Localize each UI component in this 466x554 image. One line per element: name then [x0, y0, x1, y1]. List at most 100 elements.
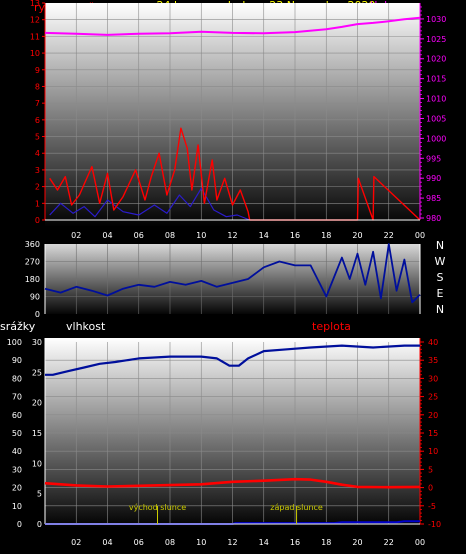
rain-tick-label: 80: [12, 374, 22, 383]
x-tick-label: 18: [321, 538, 331, 547]
wind-tick-label: 10: [30, 49, 40, 58]
x-tick-label: 22: [384, 538, 394, 547]
direction-tick-label: 0: [35, 310, 40, 319]
direction-series: [44, 243, 421, 304]
humidity-axis-ticks: 0 5 10 15 20 25 30: [32, 338, 46, 529]
rain-tick-label: 100: [7, 338, 22, 347]
pressure-tick-label: 1025: [426, 35, 446, 44]
temperature-tick-label: 15: [428, 429, 438, 438]
x-tick-label: 08: [165, 538, 175, 547]
x-tick-label: 02: [71, 231, 81, 240]
pressure-tick-label: 1010: [426, 95, 446, 104]
humidity-line: [45, 344, 420, 376]
rain-tick-label: 60: [12, 411, 22, 420]
x-tick-label: 20: [352, 538, 362, 547]
sun-annotations: východ slunce západ slunce: [129, 503, 323, 524]
x-tick-label: 12: [227, 231, 237, 240]
temperature-tick-label: 10: [428, 447, 438, 456]
x-tick-label: 00: [415, 231, 425, 240]
wind-tick-label: 4: [35, 149, 40, 158]
temperature-tick-label: 0: [428, 484, 433, 493]
humidity-tick-label: 30: [32, 338, 42, 347]
rain-tick-label: 10: [12, 502, 22, 511]
x-tick-label: 06: [134, 231, 144, 240]
wind-tick-label: 3: [35, 166, 40, 175]
x-tick-label: 22: [384, 231, 394, 240]
humidity-tick-label: 0: [37, 520, 42, 529]
compass-label: E: [437, 287, 444, 300]
temperature-axis-ticks: -10 -5 0 5 10 15 20 25 30 35 40: [419, 338, 441, 529]
x-tick-label: 20: [352, 231, 362, 240]
wind-tick-label: 1: [35, 199, 40, 208]
wind-tick-label: 9: [35, 66, 40, 75]
wind-x-ticks: 02 04 06 08 10 12 14 16 18 20 22 00: [71, 231, 425, 240]
pressure-tick-label: 990: [426, 174, 441, 183]
pressure-tick-label: 1020: [426, 55, 446, 64]
pressure-axis-ticks: 980 985 990 995 1000 1005 1010 1015 1020 1025 1030: [419, 3, 446, 223]
pressure-tick-label: 1000: [426, 134, 446, 143]
wind-pressure-series: [44, 16, 421, 221]
direction-tick-label: 270: [25, 258, 40, 267]
x-tick-label: 10: [196, 231, 206, 240]
direction-tick-label: 90: [30, 293, 40, 302]
rain-tick-label: 90: [12, 356, 22, 365]
pressure-tick-label: 985: [426, 194, 441, 203]
rain-tick-label: 50: [12, 429, 22, 438]
temperature-tick-label: -10: [428, 520, 441, 529]
wind-tick-label: 2: [35, 183, 40, 192]
rain-tick-label: 30: [12, 465, 22, 474]
pressure-tick-label: 995: [426, 154, 441, 163]
x-tick-label: 18: [321, 231, 331, 240]
sun-annotation-label: západ slunce: [270, 503, 323, 512]
humidity-tick-label: 20: [32, 399, 42, 408]
compass-label: N: [436, 303, 444, 316]
pressure-line: [44, 16, 421, 36]
wind-tick-label: 5: [35, 133, 40, 142]
humidity-tick-label: 5: [37, 490, 42, 499]
temperature-tick-label: 30: [428, 374, 438, 383]
sun-annotation-label: východ slunce: [129, 503, 186, 512]
bottom-panel-grid: [45, 342, 421, 524]
pressure-tick-label: 1030: [426, 15, 446, 24]
compass-label: W: [435, 255, 446, 268]
rain-tick-label: 0: [17, 520, 22, 529]
temperature-line: [44, 477, 421, 489]
temperature-tick-label: 40: [428, 338, 438, 347]
pressure-tick-label: 1005: [426, 114, 446, 123]
wind-tick-label: 11: [30, 32, 40, 41]
bottom-x-ticks: 02 04 06 08 10 12 14 16 18 20 22 00: [71, 538, 425, 547]
wind-tick-label: 0: [35, 216, 40, 225]
x-tick-label: 12: [227, 538, 237, 547]
direction-tick-label: 180: [25, 275, 40, 284]
wind-tick-label: 13: [30, 0, 40, 8]
wind-direction-line: [44, 243, 421, 304]
x-tick-label: 16: [290, 231, 300, 240]
direction-tick-label: 360: [25, 240, 40, 249]
temperature-tick-label: -5: [428, 502, 436, 511]
x-tick-label: 14: [259, 538, 269, 547]
temperature-axis-title: teplota: [312, 320, 351, 333]
humidity-tick-label: 25: [32, 368, 42, 377]
humidity-axis-title: vlhkost: [66, 320, 106, 333]
temperature-tick-label: 5: [428, 465, 433, 474]
x-tick-label: 16: [290, 538, 300, 547]
wind-tick-label: 6: [35, 116, 40, 125]
bottom-series: [44, 344, 421, 525]
wind-tick-label: 8: [35, 82, 40, 91]
temperature-tick-label: 25: [428, 393, 438, 402]
rain-tick-label: 40: [12, 447, 22, 456]
x-tick-label: 02: [71, 538, 81, 547]
x-tick-label: 10: [196, 538, 206, 547]
humidity-tick-label: 10: [32, 459, 42, 468]
rain-axis-title: srážky: [0, 320, 36, 333]
x-tick-label: 00: [415, 538, 425, 547]
x-tick-label: 04: [102, 231, 112, 240]
wind-tick-label: 12: [30, 16, 40, 25]
